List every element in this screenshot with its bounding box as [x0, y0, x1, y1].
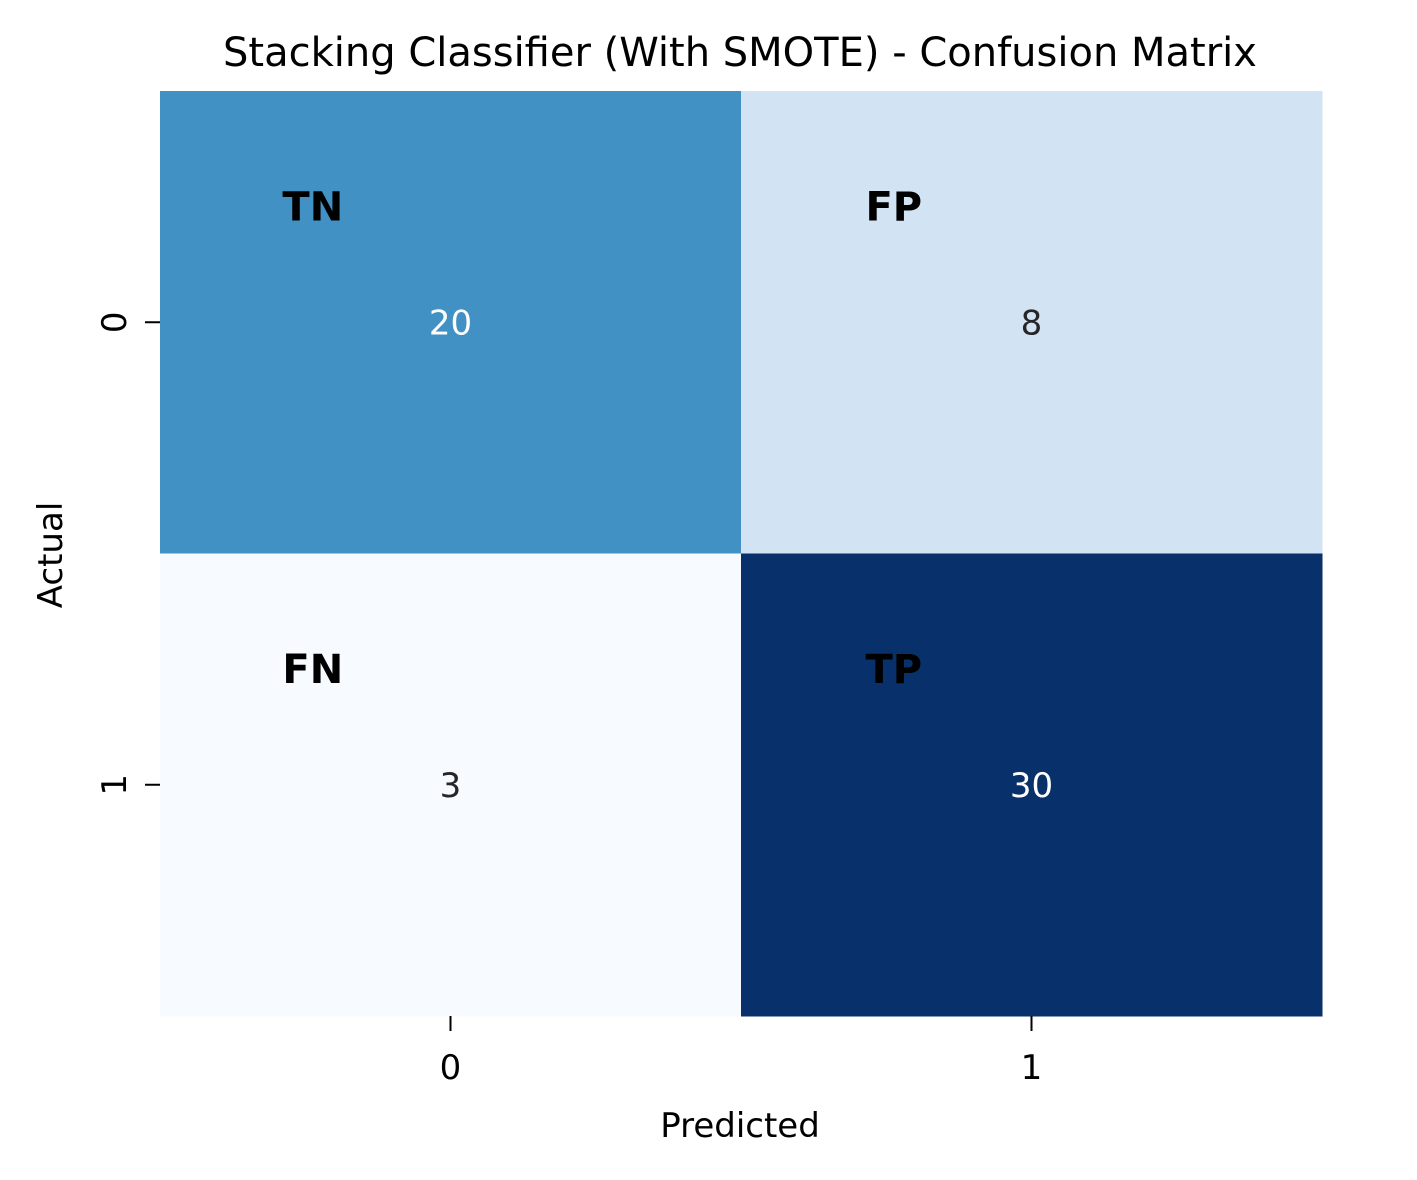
axis-ticks: 0 1 0 1 [95, 311, 1042, 1088]
quadrant-label-r1-c0: FN [282, 647, 343, 693]
heatmap-cells: 20 TN 8 FP 3 FN 30 TP [160, 91, 1323, 1017]
heatmap-cell-r0-c1 [741, 91, 1323, 554]
cell-value-r1-c1: 30 [1010, 766, 1053, 806]
quadrant-label-r0-c0: TN [282, 185, 343, 231]
chart-title: Stacking Classifier (With SMOTE) - Confu… [223, 30, 1257, 76]
cell-value-r0-c0: 20 [429, 303, 472, 343]
x-tick-label-1: 1 [1021, 1048, 1043, 1088]
cell-value-r0-c1: 8 [1021, 303, 1043, 343]
heatmap-cell-r0-c0 [160, 91, 742, 554]
quadrant-label-r0-c1: FP [865, 185, 922, 231]
heatmap-cell-r1-c1 [741, 553, 1323, 1017]
y-tick-label-0: 0 [95, 311, 135, 333]
y-tick-label-1: 1 [95, 774, 135, 796]
cell-value-r1-c0: 3 [440, 766, 462, 806]
heatmap-cell-r1-c0 [160, 553, 742, 1017]
quadrant-label-r1-c1: TP [865, 647, 922, 693]
x-axis-label: Predicted [660, 1106, 820, 1146]
x-tick-label-0: 0 [440, 1048, 462, 1088]
y-axis-label: Actual [31, 502, 71, 609]
